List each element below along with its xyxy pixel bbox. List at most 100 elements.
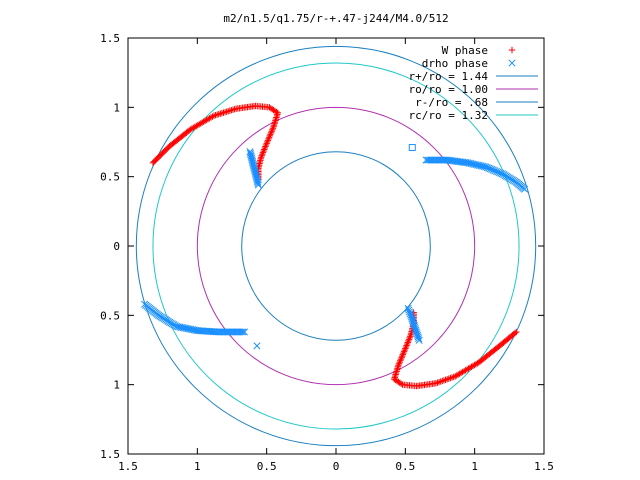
series-0-arm-1-point-107 [404, 339, 411, 346]
series-0-arm-0-point-103 [265, 135, 272, 143]
series-0-arm-1-point-96 [397, 356, 405, 363]
circle-1 [196, 106, 476, 386]
y-tick-label-3: 0 [113, 240, 120, 253]
circle-0 [135, 45, 537, 447]
legend-swatch-1 [508, 59, 516, 67]
series-0-arm-0-point-95 [270, 123, 277, 130]
legend-label-4: r-/ro = .68 [415, 96, 488, 109]
series-1-arm-0-point-20 [254, 179, 262, 187]
series-0-arm-0-point-105 [264, 138, 271, 146]
series-0-arm-1-point-56 [434, 379, 441, 386]
series-0-arm-1-point-93 [395, 360, 403, 367]
series-layer [141, 102, 529, 390]
series-1-arm-1-point-65 [521, 185, 529, 193]
series-0-arm-1-point-94 [396, 359, 403, 366]
series-0-arm-1-point-51 [442, 376, 449, 384]
series-0-arm-1-point-45 [452, 373, 459, 380]
series-0-arm-1-point-103 [402, 345, 409, 352]
series-0-arm-0-point-100 [267, 131, 274, 138]
ticks-layer: 1.5 1 0.5 0 0.5 1 1.51.510.500.511.5 [100, 32, 554, 473]
series-0-arm-0-point-110 [261, 146, 268, 153]
x-tick-label-4: 0.5 [395, 460, 415, 473]
series-0-arm-1-point-110 [406, 334, 413, 342]
series-0-arm-0-point-114 [258, 152, 265, 159]
series-0-arm-0-point-106 [263, 140, 270, 147]
series-0-arm-1-point-55 [435, 378, 443, 386]
series-1-arm-2-point-66 [240, 328, 249, 336]
y-tick-label-1: 1 [113, 379, 120, 392]
series-0-arm-1-point-105 [403, 342, 410, 349]
series-0-arm-0-point-104 [264, 137, 272, 144]
series-1-arm-2-point-62 [234, 328, 242, 336]
series-0-arm-1-point-102 [401, 346, 408, 354]
y-tick-label-0: 1.5 [100, 448, 120, 461]
series-0-arm-1-point-46 [450, 373, 457, 381]
x-tick-label-2: 0.5 [257, 460, 277, 473]
series-1-arm-2-point-63 [235, 328, 244, 336]
series-0-arm-0-point-98 [268, 128, 275, 135]
legend-label-0: W phase [442, 44, 488, 57]
series-0-arm-1-point-47 [448, 374, 456, 381]
chart-title: m2/n1.5/q1.75/r-+.47-j244/M4.0/512 [223, 12, 448, 25]
legend-label-1: drho phase [422, 57, 488, 70]
series-0 [149, 102, 520, 390]
series-0-arm-1-point-44 [453, 372, 460, 379]
series-0-arm-0-point-45 [209, 113, 216, 120]
series-0-arm-1-point-97 [398, 354, 405, 361]
series-1-arm-3-point-19 [415, 336, 423, 344]
y-tick-label-4: 0.5 [100, 171, 120, 184]
y-tick-label-6: 1.5 [100, 32, 120, 45]
series-0-arm-0-point-102 [265, 134, 273, 141]
series-0-arm-1-point-104 [402, 343, 410, 351]
series-1-arm-2-point-64 [237, 328, 245, 336]
series-0-arm-1-point-52 [440, 377, 448, 384]
circles-layer [135, 45, 537, 447]
x-tick-label-0: 1.5 [118, 460, 138, 473]
series-0-arm-0-point-113 [259, 150, 266, 158]
circle-2 [241, 151, 431, 341]
y-tick-label-2: 0.5 [100, 309, 120, 322]
legend-label-2: r+/ro = 1.44 [409, 70, 489, 83]
series-1 [141, 144, 529, 350]
x-tick-label-3: 0 [333, 460, 340, 473]
legend-swatch-0 [508, 46, 516, 54]
series-1-arm-0-point-21 [254, 181, 262, 189]
x-tick-label-5: 1 [471, 460, 478, 473]
series-1-arm-3-point-18 [415, 335, 423, 343]
series-1-outlier-0 [408, 144, 416, 152]
series-0-arm-1-point-92 [395, 362, 402, 369]
series-0-arm-1-point-50 [443, 376, 451, 383]
series-0-arm-1-point-106 [403, 340, 411, 348]
series-1-outlier-1 [253, 342, 261, 350]
circle-3 [152, 62, 520, 430]
series-0-arm-1-point-54 [437, 378, 444, 385]
legend-label-3: ro/ro = 1.00 [409, 83, 488, 96]
series-0-arm-1-point-100 [400, 349, 407, 357]
series-0-arm-0-point-99 [267, 129, 275, 136]
series-0-arm-0-point-97 [269, 126, 276, 133]
series-0-arm-1-point-48 [447, 374, 454, 382]
series-0-arm-1-point-98 [398, 352, 406, 360]
series-0-arm-1-point-95 [397, 357, 404, 364]
y-tick-label-5: 1 [113, 101, 120, 114]
series-0-arm-1-point-101 [400, 348, 408, 355]
series-1-arm-2-point-65 [239, 328, 247, 336]
x-tick-label-6: 1.5 [534, 460, 554, 473]
series-0-arm-1-point-53 [439, 377, 446, 385]
series-0-arm-1-point-108 [405, 337, 412, 345]
series-0-arm-0-point-96 [269, 125, 277, 132]
series-0-arm-1-point-99 [399, 351, 407, 358]
x-tick-label-1: 1 [194, 460, 201, 473]
series-0-arm-0-point-111 [260, 147, 267, 155]
series-0-arm-1-point-109 [405, 336, 413, 343]
series-0-arm-0-point-107 [262, 141, 270, 149]
series-0-arm-0-point-108 [262, 143, 269, 150]
series-0-arm-0-point-112 [259, 149, 267, 156]
legend-label-5: rc/ro = 1.32 [409, 109, 488, 122]
series-0-arm-0-point-109 [261, 144, 269, 152]
series-0-arm-1-point-49 [445, 375, 452, 382]
series-1-arm-2-point-61 [232, 328, 240, 336]
series-0-arm-1-point-111 [407, 333, 414, 340]
